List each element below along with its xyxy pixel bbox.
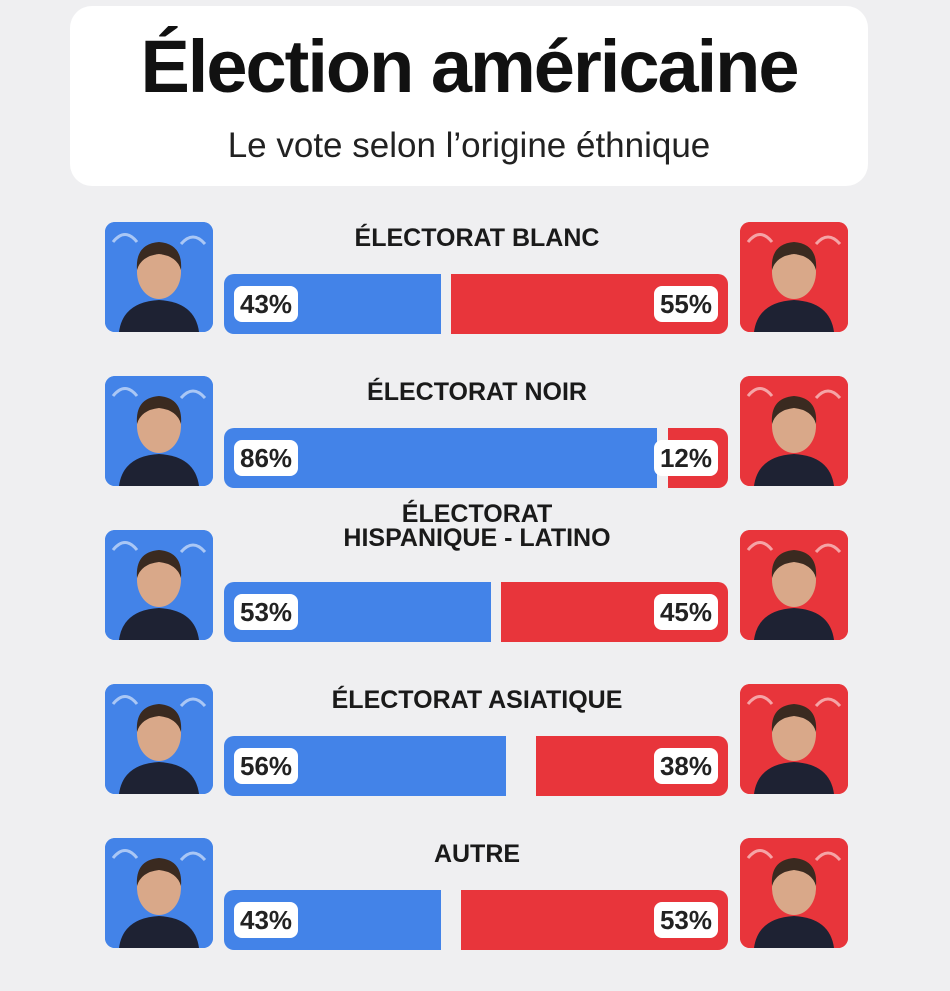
category-label-line: HISPANIQUE - LATINO xyxy=(343,524,611,552)
value-label: 45% xyxy=(653,594,718,630)
value-label: 56% xyxy=(234,748,299,784)
category-label: ÉLECTORAT NOIR xyxy=(227,378,727,406)
value-label: 53% xyxy=(234,594,299,630)
person-portrait-icon xyxy=(740,838,848,948)
value-label: 43% xyxy=(234,902,299,938)
chart-row: AUTRE 43% 53% xyxy=(0,838,950,958)
category-label: AUTRE xyxy=(227,840,727,868)
category-label-line: ÉLECTORAT NOIR xyxy=(367,378,587,406)
category-label: ÉLECTORAT ASIATIQUE xyxy=(227,686,727,714)
bar-track: 43% 55% xyxy=(224,274,728,334)
category-label: ÉLECTORAT BLANC xyxy=(227,224,727,252)
value-label: 55% xyxy=(653,286,718,322)
category-label-line: ÉLECTORAT ASIATIQUE xyxy=(331,686,623,714)
person-portrait-icon xyxy=(105,376,213,486)
category-label-line: ÉLECTORAT BLANC xyxy=(354,224,600,252)
value-label: 53% xyxy=(653,902,718,938)
category-label-line: ÉLECTORAT xyxy=(401,500,553,528)
person-portrait-icon xyxy=(105,530,213,640)
person-portrait-icon xyxy=(740,530,848,640)
value-label: 43% xyxy=(234,286,299,322)
value-label: 86% xyxy=(234,440,299,476)
chart-title: Élection américaine xyxy=(140,25,799,108)
person-portrait-icon xyxy=(740,376,848,486)
person-portrait-icon xyxy=(740,684,848,794)
person-portrait-icon xyxy=(105,684,213,794)
value-label: 38% xyxy=(653,748,718,784)
chart-row: ÉLECTORAT ASIATIQUE 56% 38% xyxy=(0,684,950,804)
value-label: 12% xyxy=(653,440,718,476)
bar-track: 56% 38% xyxy=(224,736,728,796)
chart-row: ÉLECTORAT NOIR 86% 12% xyxy=(0,376,950,496)
person-portrait-icon xyxy=(105,838,213,948)
category-label: ÉLECTORAT HISPANIQUE - LATINO xyxy=(227,500,727,552)
chart-row: ÉLECTORAT HISPANIQUE - LATINO 53% 45% xyxy=(0,502,950,650)
category-label-line: AUTRE xyxy=(433,840,521,868)
bar-track: 43% 53% xyxy=(224,890,728,950)
person-portrait-icon xyxy=(105,222,213,332)
bar-track: 53% 45% xyxy=(224,582,728,642)
chart-subtitle: Le vote selon l’origine éthnique xyxy=(227,126,711,165)
title-card: Élection américaine Le vote selon l’orig… xyxy=(70,6,868,186)
person-portrait-icon xyxy=(740,222,848,332)
bar-track: 86% 12% xyxy=(224,428,728,488)
chart-row: ÉLECTORAT BLANC 43% 55% xyxy=(0,222,950,342)
